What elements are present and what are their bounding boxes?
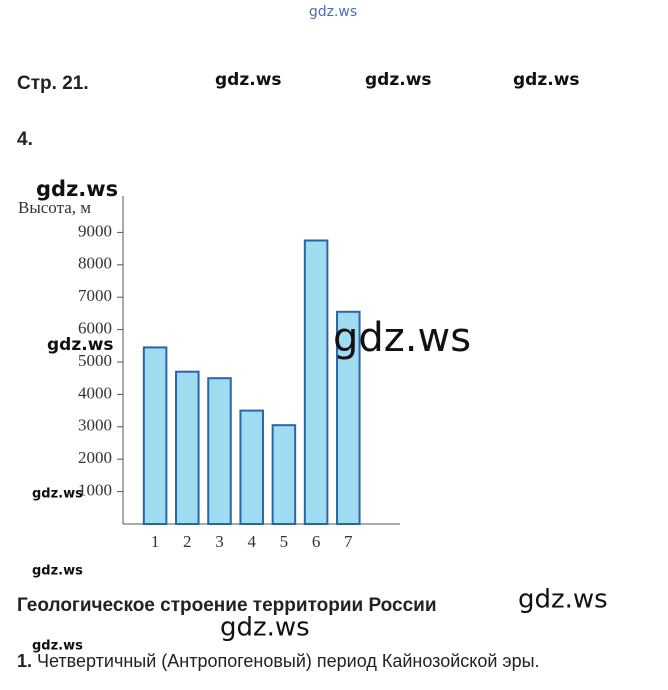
task-number: 4. bbox=[17, 129, 33, 150]
watermark: gdz.ws bbox=[518, 585, 608, 615]
y-tick-label: 8000 bbox=[78, 254, 112, 273]
y-tick-label: 5000 bbox=[78, 351, 112, 370]
watermark: gdz.ws bbox=[215, 70, 282, 90]
x-tick-label: 6 bbox=[312, 532, 321, 551]
bar bbox=[239, 409, 264, 526]
chart: 1000 2000 3000 4000 5000 6000 7000 8000 9000 1 2 3 4… bbox=[78, 196, 400, 551]
bar bbox=[175, 370, 200, 525]
x-tick-label: 2 bbox=[183, 532, 192, 551]
watermark: gdz.ws bbox=[220, 613, 310, 643]
section-title: Геологическое строение территории России bbox=[17, 595, 437, 616]
y-tick-label: 7000 bbox=[78, 286, 112, 305]
list-item: 1. Четвертичный (Антропогеновый) период К… bbox=[17, 651, 540, 671]
y-tick-label: 1000 bbox=[78, 481, 112, 500]
x-tick-label: 4 bbox=[247, 532, 256, 551]
x-tick-label: 1 bbox=[151, 532, 160, 551]
y-tick-label: 6000 bbox=[78, 319, 112, 338]
watermark: gdz.ws bbox=[309, 4, 357, 20]
bar bbox=[303, 239, 329, 525]
watermark: gdz.ws bbox=[32, 564, 83, 579]
bar bbox=[336, 310, 361, 525]
watermark: gdz.ws bbox=[32, 487, 83, 502]
bar bbox=[207, 377, 232, 526]
watermark: gdz.ws bbox=[36, 177, 118, 201]
y-axis-label: Высота, м bbox=[18, 198, 91, 217]
y-tick-label: 3000 bbox=[78, 416, 112, 435]
watermark: gdz.ws bbox=[365, 70, 432, 90]
x-tick-label: 3 bbox=[215, 532, 224, 551]
page-number: Стр. 21. bbox=[17, 73, 89, 94]
x-tick-label: 5 bbox=[280, 532, 289, 551]
y-tick-label: 9000 bbox=[78, 221, 112, 240]
y-tick-label: 2000 bbox=[78, 448, 112, 467]
y-tick-label: 4000 bbox=[78, 383, 112, 402]
watermark: gdz.ws bbox=[333, 315, 471, 361]
bar bbox=[142, 346, 168, 526]
watermark: gdz.ws bbox=[47, 335, 114, 355]
watermark: gdz.ws bbox=[32, 639, 83, 654]
x-tick-label: 7 bbox=[344, 532, 353, 551]
bar bbox=[271, 424, 297, 525]
item-text: Четвертичный (Антропогеновый) период Кай… bbox=[37, 651, 540, 671]
watermark: gdz.ws bbox=[513, 70, 580, 90]
item-number: 1. bbox=[17, 651, 32, 671]
